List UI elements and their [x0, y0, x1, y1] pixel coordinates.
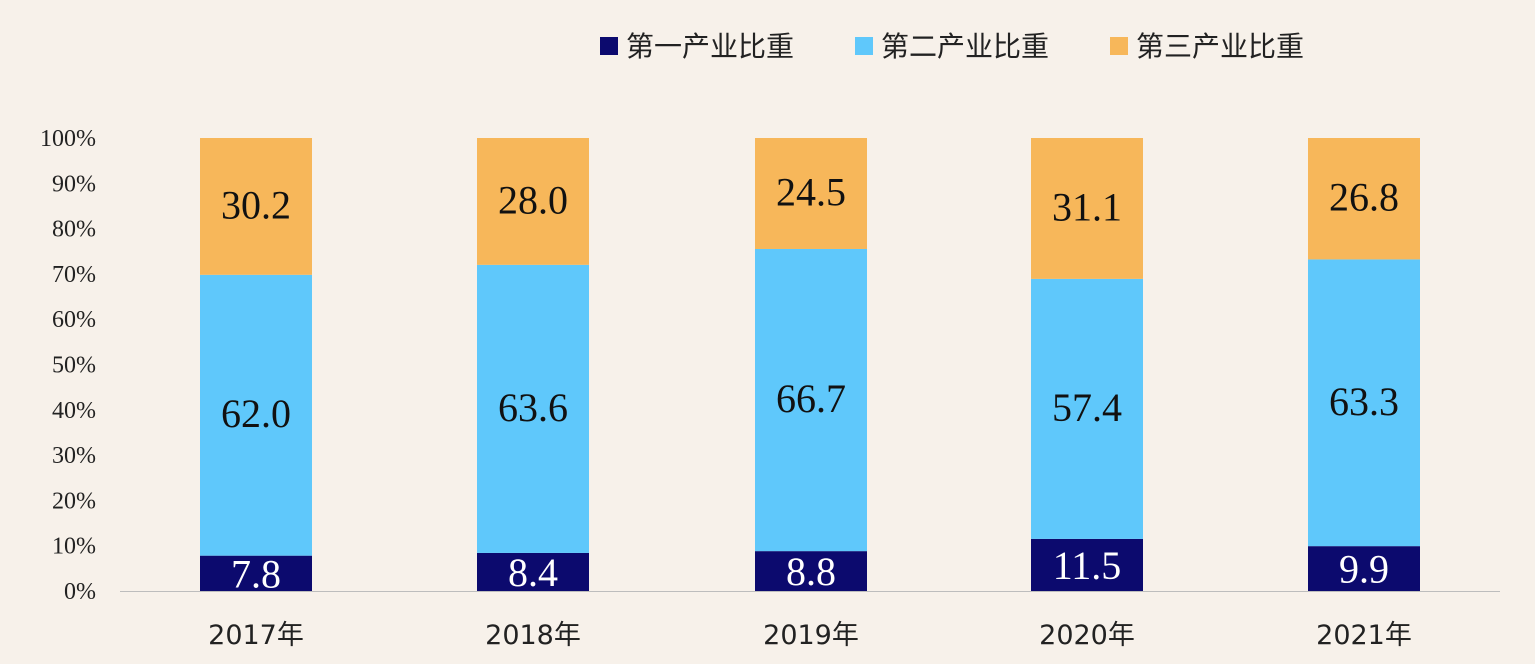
bar-segment	[1308, 546, 1420, 591]
bar-segment	[200, 274, 312, 556]
bar-value-label: 26.8	[1329, 175, 1399, 220]
bar-value-label: 57.4	[1052, 385, 1122, 430]
bar-stack: 9.9 63.3 26.8	[1308, 138, 1420, 592]
bar-stack: 7.8 62.0 30.2	[200, 138, 312, 596]
bar-segment	[477, 552, 589, 591]
y-tick-label: 70%	[52, 262, 96, 288]
legend-label: 第三产业比重	[1136, 30, 1304, 63]
bar-segment	[1031, 538, 1143, 591]
bar-value-label: 11.5	[1053, 543, 1122, 588]
bar-segment	[477, 264, 589, 553]
y-tick-label: 100%	[40, 126, 96, 152]
bar-segment	[477, 138, 589, 265]
bar-segment	[1308, 138, 1420, 260]
y-tick-label: 50%	[52, 353, 96, 379]
bar-value-label: 8.4	[508, 550, 558, 595]
x-tick-label: 2020年	[1039, 620, 1135, 651]
x-axis: 2017年 2018年 2019年 2020年 2021年	[120, 591, 1500, 651]
bar-segment	[755, 248, 867, 552]
x-tick-label: 2019年	[763, 620, 859, 651]
bar-value-label: 28.0	[498, 177, 568, 222]
bar-value-label: 31.1	[1052, 184, 1122, 229]
y-tick-label: 40%	[52, 398, 96, 424]
bar-segment	[1031, 138, 1143, 279]
bar-value-label: 62.0	[221, 391, 291, 436]
bar-segment	[200, 555, 312, 591]
y-tick-label: 0%	[64, 579, 96, 605]
bar-value-label: 63.3	[1329, 379, 1399, 424]
bar-stack: 8.4 63.6 28.0	[477, 138, 589, 595]
y-tick-label: 90%	[52, 171, 96, 197]
legend-swatch	[855, 37, 873, 55]
bar-segment	[755, 551, 867, 591]
bars: 7.8 62.0 30.2 8.4 63.6 28.0 8.8 66.7 24.5 11.5 57.…	[200, 138, 1420, 596]
legend-swatch	[1110, 37, 1128, 55]
bar-segment	[1308, 259, 1420, 547]
y-tick-label: 60%	[52, 307, 96, 333]
bar-segment	[755, 138, 867, 249]
y-tick-label: 20%	[52, 488, 96, 514]
legend-label: 第二产业比重	[881, 30, 1049, 63]
bar-stack: 8.8 66.7 24.5	[755, 138, 867, 594]
x-tick-label: 2017年	[208, 620, 304, 651]
x-tick-label: 2021年	[1316, 620, 1412, 651]
bar-value-label: 9.9	[1339, 547, 1389, 592]
bar-value-label: 66.7	[776, 376, 846, 421]
bar-value-label: 24.5	[776, 169, 846, 214]
bar-value-label: 7.8	[231, 551, 281, 596]
y-tick-label: 80%	[52, 217, 96, 243]
legend: 第一产业比重 第二产业比重 第三产业比重	[600, 30, 1304, 63]
legend-label: 第一产业比重	[626, 30, 794, 63]
bar-segment	[1031, 278, 1143, 539]
legend-item: 第三产业比重	[1110, 30, 1304, 63]
y-tick-label: 30%	[52, 443, 96, 469]
legend-item: 第一产业比重	[600, 30, 794, 63]
bar-segment	[200, 138, 312, 275]
y-tick-label: 10%	[52, 534, 96, 560]
legend-item: 第二产业比重	[855, 30, 1049, 63]
y-axis: 0% 10% 20% 30% 40% 50% 60% 70% 80% 90% 100%	[40, 126, 96, 605]
bar-value-label: 63.6	[498, 385, 568, 430]
legend-swatch	[600, 37, 618, 55]
x-tick-label: 2018年	[485, 620, 581, 651]
bar-stack: 11.5 57.4 31.1	[1031, 138, 1143, 591]
bar-value-label: 30.2	[221, 182, 291, 227]
bar-value-label: 8.8	[786, 549, 836, 594]
